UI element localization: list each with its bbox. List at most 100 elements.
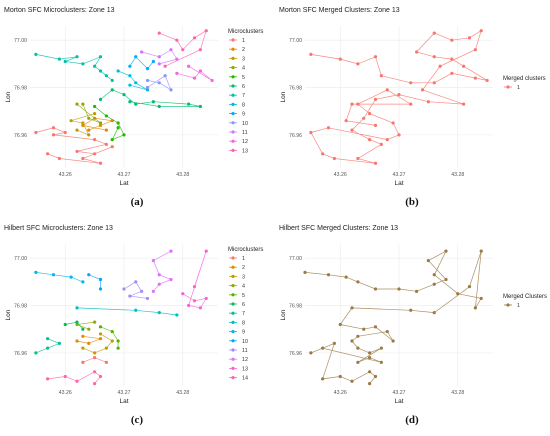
data-point [87,327,91,331]
data-point [122,287,126,291]
chart-panel: Hilbert SFC Microclusters: Zone 13 43.26 4… [4,225,263,426]
data-point [356,102,360,106]
legend-entry-label: 7 [242,93,245,99]
legend-entry-label: 9 [242,112,245,118]
data-point [104,74,108,78]
data-point [373,123,378,127]
data-point [93,356,97,360]
data-point [356,360,360,364]
legend-key-point [231,284,235,288]
data-point [75,306,79,310]
y-tick-label: 77.00 [14,38,27,44]
series-line [35,338,61,354]
data-point [57,341,61,345]
data-point [309,130,313,135]
legend-key-point [231,66,235,70]
legend-entry-label: 1 [517,85,520,91]
data-point [368,370,372,374]
data-point [368,111,372,116]
data-point [51,133,56,137]
data-point [467,285,472,289]
data-point [87,341,91,345]
data-point [81,156,85,161]
data-point [373,55,378,59]
series-line [76,103,101,124]
data-point [391,121,395,125]
data-point [432,55,436,59]
data-point [415,50,419,54]
data-point [157,81,161,85]
data-point [93,104,97,109]
data-point [350,379,354,383]
data-point [104,346,108,350]
data-point [368,351,372,355]
data-point [432,81,436,85]
legend-entry-label: 2 [242,47,245,53]
data-point [98,287,103,291]
data-point [87,133,91,137]
data-point [485,78,489,83]
data-point [309,52,313,57]
data-point [145,296,150,301]
legend-title: Merged Clusters [503,294,547,300]
data-point [134,81,138,85]
data-point [432,31,436,35]
x-axis-label: Lat [394,398,403,405]
data-point [175,38,179,42]
x-tick-label: 43.28 [176,390,189,396]
y-tick-label: 76.96 [14,351,27,357]
data-point [450,71,454,75]
data-point [128,64,132,68]
data-point [98,325,103,329]
data-point [356,156,360,161]
data-point [63,59,67,64]
data-point [462,102,466,106]
y-axis-label: Lon [5,91,12,102]
data-point [157,31,161,35]
data-point [75,102,79,106]
data-point [98,121,103,125]
data-point [98,161,103,165]
y-tick-label: 76.98 [289,86,302,92]
data-point [379,74,383,78]
y-tick-label: 77.00 [289,38,302,44]
data-point [116,346,120,350]
data-point [192,36,197,40]
data-point [181,48,185,52]
data-point [350,339,354,343]
data-point [93,138,97,142]
data-point [338,57,342,61]
legend-entry-label: 4 [242,284,245,290]
data-point [46,337,50,341]
data-point [356,346,360,350]
data-point [368,138,372,142]
chart-panel: Hilbert SFC Merged Clusters: Zone 13 43.2… [279,225,547,426]
chart-title: Hilbert SFC Microclusters: Zone 13 [4,225,113,232]
data-point [116,126,120,130]
series-line [304,250,482,384]
data-point [210,78,214,83]
data-point [432,273,436,277]
data-point [93,320,97,324]
data-point [175,71,179,75]
y-axis-label: Lon [280,91,287,102]
data-point [467,36,472,40]
data-point [350,102,354,106]
data-point [326,126,331,130]
data-point [397,287,401,291]
data-point [93,152,97,156]
data-point [81,346,85,350]
data-point [110,339,114,343]
legend-entry-label: 1 [242,38,245,44]
chart-title: Morton SFC Microclusters: Zone 13 [4,7,115,14]
data-point [157,55,161,59]
data-point [75,379,79,383]
x-tick-label: 43.26 [59,172,72,178]
y-tick-label: 76.96 [14,133,27,139]
data-point [192,285,197,289]
data-point [98,337,103,341]
y-tick-label: 76.98 [289,304,302,310]
data-point [98,277,103,282]
legend-entry-label: 6 [242,84,245,90]
legend-key-point [231,102,235,106]
